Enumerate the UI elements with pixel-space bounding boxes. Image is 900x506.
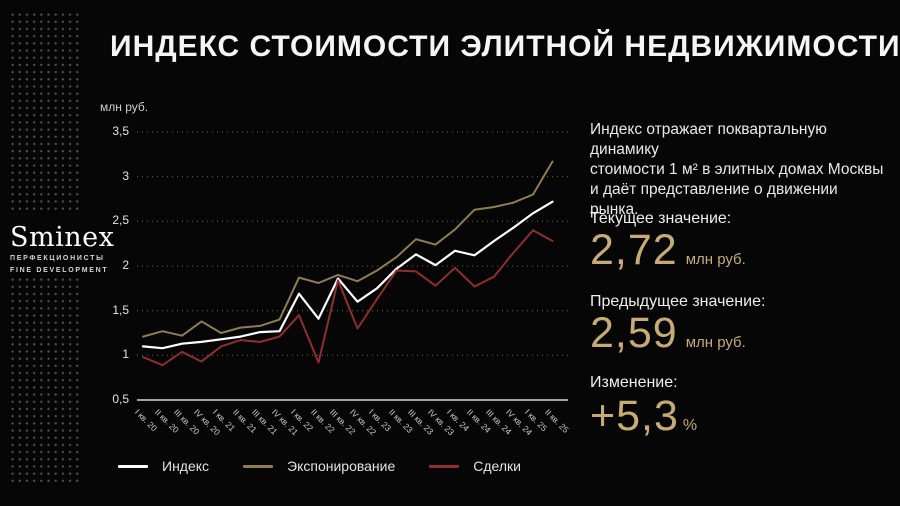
page-title: ИНДЕКС СТОИМОСТИ ЭЛИТНОЙ НЕДВИЖИМОСТИ bbox=[110, 30, 900, 63]
series-line-deals bbox=[142, 229, 554, 367]
y-tick-label: 3 bbox=[122, 168, 129, 183]
y-tick-label: 0,5 bbox=[112, 392, 129, 406]
current-value-number: 2,72 bbox=[590, 226, 678, 274]
current-value-unit: млн руб. bbox=[685, 251, 746, 268]
legend-label-index: Индекс bbox=[162, 458, 210, 474]
previous-value-number: 2,59 bbox=[590, 309, 678, 357]
y-tick-label: 3,5 bbox=[112, 124, 129, 138]
brand-tagline-en: FINE DEVELOPMENT bbox=[10, 267, 109, 274]
brand-name: Sminex bbox=[10, 222, 115, 253]
y-tick-label: 2,5 bbox=[112, 213, 129, 228]
dot-pattern-bottom bbox=[9, 276, 79, 482]
series-line-exposure bbox=[142, 160, 554, 338]
legend-swatch-index bbox=[118, 464, 148, 468]
x-tick-label: II кв. 25 bbox=[542, 407, 571, 435]
index-description: Индекс отражает поквартальную динамику с… bbox=[590, 121, 884, 218]
current-value-label: Текущее значение: bbox=[590, 210, 732, 227]
legend-item-exposure: Экспонирование bbox=[243, 458, 395, 474]
change-value: +5,3% bbox=[590, 394, 697, 438]
line-chart: млн руб. 3,5 3 2,5 2 1,5 1 0,5 I кв. 20 II кв. … bbox=[100, 100, 570, 437]
previous-value-unit: млн руб. bbox=[685, 334, 746, 351]
dot-pattern-top bbox=[9, 11, 79, 214]
legend-item-deals: Сделки bbox=[429, 458, 521, 474]
change-value-number: +5,3 bbox=[590, 392, 679, 440]
current-value: 2,72 млн руб. bbox=[590, 228, 746, 272]
legend-swatch-exposure bbox=[243, 464, 274, 468]
previous-value: 2,59 млн руб. bbox=[590, 311, 746, 355]
y-axis-unit-label: млн руб. bbox=[100, 100, 149, 114]
chart-legend: Индекс Экспонирование Сделки bbox=[118, 458, 521, 474]
legend-item-index: Индекс bbox=[118, 458, 209, 474]
legend-swatch-deals bbox=[429, 464, 460, 468]
y-tick-label: 1,5 bbox=[112, 302, 129, 317]
series-line-index bbox=[141, 200, 554, 350]
previous-value-label: Предыдущее значение: bbox=[590, 293, 766, 310]
legend-label-deals: Сделки bbox=[473, 458, 521, 474]
brand-logo: Sminex ПЕРФЕКЦИОНИСТЫ FINE DEVELOPMENT bbox=[10, 224, 120, 275]
change-value-unit: % bbox=[682, 417, 698, 434]
brand-tagline-ru: ПЕРФЕКЦИОНИСТЫ bbox=[10, 255, 105, 262]
y-tick-label: 2 bbox=[122, 258, 129, 272]
plot-canvas bbox=[137, 131, 568, 401]
change-label: Изменение: bbox=[590, 374, 678, 391]
y-tick-label: 1 bbox=[122, 347, 129, 362]
legend-label-exposure: Экспонирование bbox=[287, 458, 396, 474]
